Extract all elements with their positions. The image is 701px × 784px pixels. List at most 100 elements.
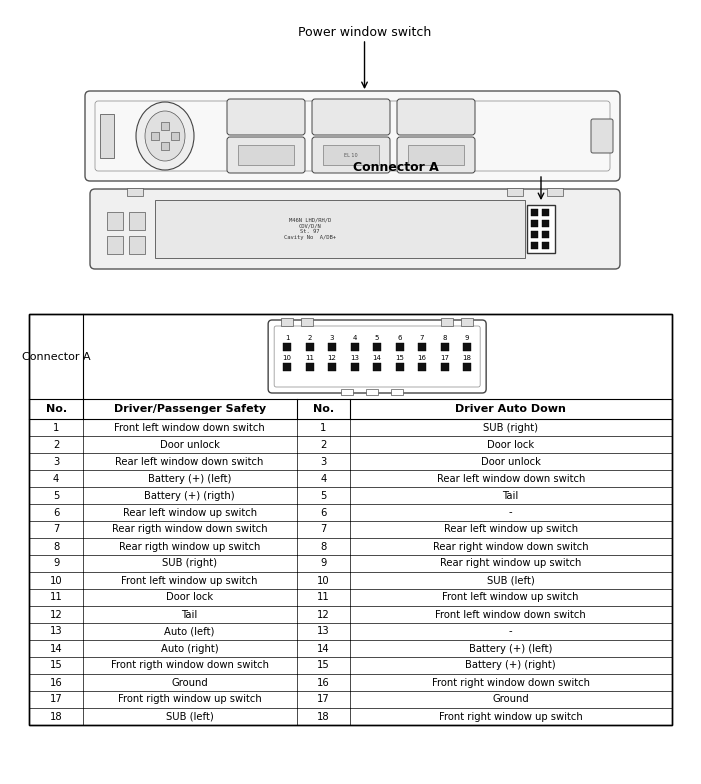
Bar — [29, 314, 672, 725]
Bar — [129, 212, 145, 230]
Text: 17: 17 — [440, 354, 449, 361]
Bar — [155, 200, 525, 258]
Bar — [129, 236, 145, 254]
Text: 15: 15 — [395, 354, 404, 361]
FancyBboxPatch shape — [227, 137, 305, 173]
Text: 14: 14 — [317, 644, 329, 654]
Bar — [328, 343, 336, 350]
Text: Front rigth window up switch: Front rigth window up switch — [118, 695, 261, 705]
Bar — [542, 231, 549, 238]
Text: 6: 6 — [397, 335, 402, 340]
Text: 6: 6 — [53, 507, 60, 517]
Bar — [366, 389, 378, 395]
Text: 9: 9 — [320, 558, 327, 568]
Bar — [441, 343, 449, 350]
Text: Driver Auto Down: Driver Auto Down — [455, 404, 566, 414]
Text: Auto (left): Auto (left) — [165, 626, 215, 637]
Text: Ground: Ground — [171, 677, 208, 688]
Text: 18: 18 — [317, 712, 329, 721]
Text: SUB (right): SUB (right) — [162, 558, 217, 568]
Text: 10: 10 — [283, 354, 292, 361]
FancyBboxPatch shape — [85, 91, 620, 181]
Text: Rear left window up switch: Rear left window up switch — [444, 524, 578, 535]
Text: 16: 16 — [418, 354, 427, 361]
Bar — [350, 343, 359, 350]
Bar — [306, 362, 313, 371]
Text: 12: 12 — [327, 354, 336, 361]
FancyBboxPatch shape — [227, 99, 305, 135]
Bar — [441, 318, 453, 326]
Text: 5: 5 — [320, 491, 327, 500]
Text: 7: 7 — [320, 524, 327, 535]
Text: Front rigth window down switch: Front rigth window down switch — [111, 660, 268, 670]
Text: Door unlock: Door unlock — [481, 456, 540, 466]
Text: 3: 3 — [53, 456, 59, 466]
Bar — [323, 145, 379, 165]
FancyBboxPatch shape — [90, 189, 620, 269]
Bar — [531, 242, 538, 249]
Bar — [107, 212, 123, 230]
Text: Tail: Tail — [503, 491, 519, 500]
Text: -: - — [509, 507, 512, 517]
FancyBboxPatch shape — [274, 326, 480, 387]
Text: M46N LHD/RH/D
CDV/D/N
St. 97
Cavity No  A/DB+: M46N LHD/RH/D CDV/D/N St. 97 Cavity No A… — [284, 218, 336, 240]
FancyBboxPatch shape — [268, 320, 486, 393]
Text: Auto (right): Auto (right) — [161, 644, 219, 654]
Bar — [542, 220, 549, 227]
Bar — [171, 132, 179, 140]
Text: Front left window down switch: Front left window down switch — [114, 423, 265, 433]
Bar — [161, 122, 169, 130]
Text: 14: 14 — [373, 354, 381, 361]
Text: 16: 16 — [50, 677, 62, 688]
Bar — [408, 145, 464, 165]
Text: 7: 7 — [420, 335, 424, 340]
Text: 16: 16 — [317, 677, 329, 688]
Text: Rear right window up switch: Rear right window up switch — [440, 558, 581, 568]
Bar — [283, 362, 291, 371]
Text: 12: 12 — [317, 609, 329, 619]
FancyBboxPatch shape — [591, 119, 613, 153]
Bar — [527, 205, 555, 253]
Text: No.: No. — [46, 404, 67, 414]
Text: 3: 3 — [320, 456, 327, 466]
Bar — [395, 343, 404, 350]
Bar — [395, 362, 404, 371]
Text: 8: 8 — [53, 542, 59, 551]
Text: SUB (right): SUB (right) — [483, 423, 538, 433]
Text: 9: 9 — [465, 335, 470, 340]
Text: 11: 11 — [317, 593, 329, 602]
Text: Tail: Tail — [182, 609, 198, 619]
Bar — [391, 389, 403, 395]
Bar — [301, 318, 313, 326]
Text: Power window switch: Power window switch — [298, 26, 431, 39]
Text: Ground: Ground — [492, 695, 529, 705]
Text: Front left window down switch: Front left window down switch — [435, 609, 586, 619]
Text: No.: No. — [313, 404, 334, 414]
Text: 4: 4 — [53, 474, 59, 484]
Bar — [373, 362, 381, 371]
Ellipse shape — [136, 102, 194, 170]
Bar — [127, 188, 143, 196]
Bar — [350, 362, 359, 371]
Bar — [542, 242, 549, 249]
Text: Rear left window up switch: Rear left window up switch — [123, 507, 257, 517]
Text: 1: 1 — [320, 423, 327, 433]
Text: 11: 11 — [50, 593, 62, 602]
Text: 1: 1 — [285, 335, 290, 340]
Text: 10: 10 — [50, 575, 62, 586]
Text: 18: 18 — [463, 354, 472, 361]
Text: 5: 5 — [375, 335, 379, 340]
Bar — [461, 318, 473, 326]
Text: Rear left window down switch: Rear left window down switch — [116, 456, 264, 466]
Text: 2: 2 — [53, 440, 60, 449]
Text: SUB (left): SUB (left) — [486, 575, 535, 586]
Text: Rear right window down switch: Rear right window down switch — [433, 542, 589, 551]
Bar — [531, 209, 538, 216]
Bar — [441, 362, 449, 371]
Bar — [238, 145, 294, 165]
Text: Rear rigth window down switch: Rear rigth window down switch — [112, 524, 268, 535]
Ellipse shape — [145, 111, 185, 161]
Text: 18: 18 — [50, 712, 62, 721]
Bar — [531, 231, 538, 238]
Text: Rear rigth window up switch: Rear rigth window up switch — [119, 542, 260, 551]
